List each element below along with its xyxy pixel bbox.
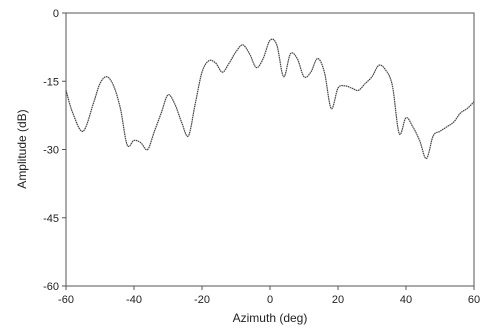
series-line <box>65 38 475 160</box>
y-tick-label: 0 <box>53 8 59 20</box>
y-tick-label: -60 <box>43 281 59 293</box>
x-tick-label: -40 <box>126 294 142 306</box>
x-tick-label: 20 <box>332 294 344 306</box>
y-tick-label: -30 <box>43 145 59 157</box>
plot-frame <box>65 12 475 287</box>
x-axis-ticks: -60 -40 -20 0 20 40 60 <box>58 286 480 306</box>
x-axis-title: Azimuth (deg) <box>233 311 308 325</box>
x-tick-label: -20 <box>194 294 210 306</box>
y-tick-label: -15 <box>43 76 59 88</box>
series-layer <box>65 38 475 160</box>
y-tick-label: -45 <box>43 213 59 225</box>
x-tick-label: 60 <box>468 294 480 306</box>
x-tick-label: 0 <box>267 294 273 306</box>
y-axis-title: Amplitude (dB) <box>15 109 29 188</box>
x-tick-label: 40 <box>400 294 412 306</box>
x-tick-label: -60 <box>58 294 74 306</box>
y-axis-ticks: 0 -15 -30 -45 -60 <box>43 8 66 293</box>
